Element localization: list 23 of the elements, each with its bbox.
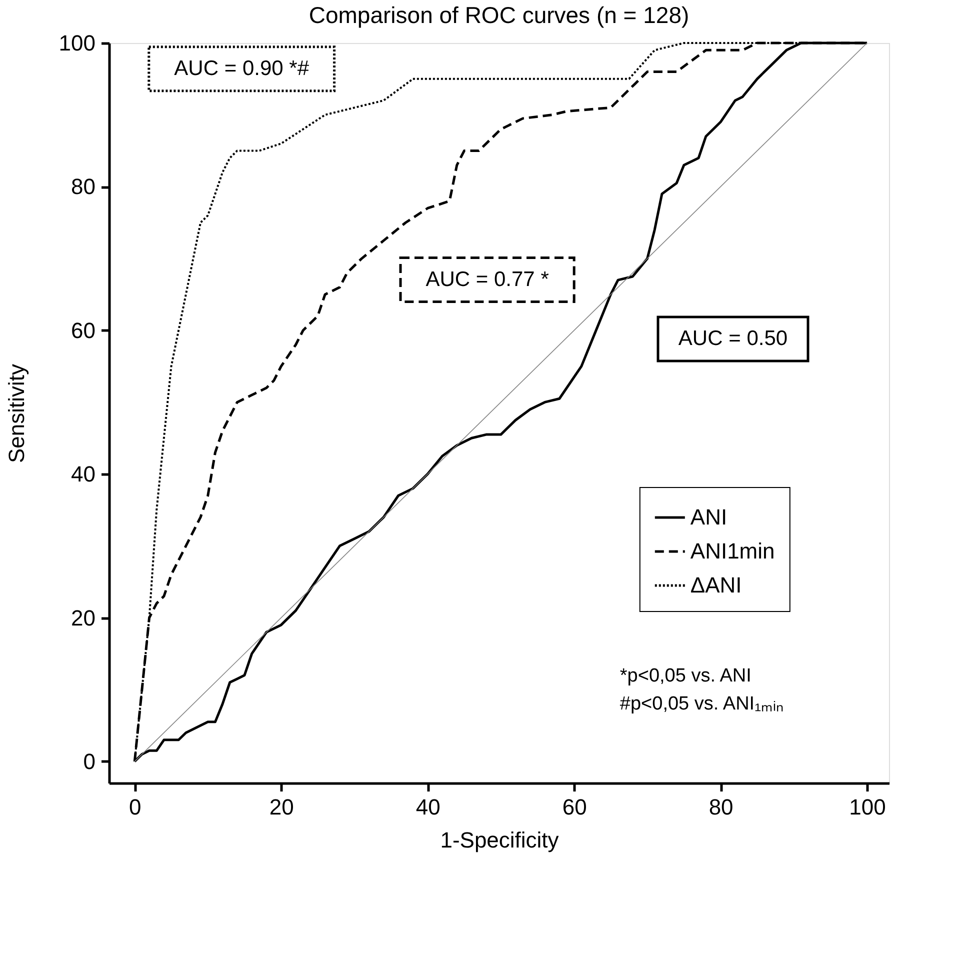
legend-label: ANI1min xyxy=(690,538,775,564)
x-tick-label: 40 xyxy=(416,794,440,820)
y-tick-label: 40 xyxy=(71,462,96,487)
x-tick-label: 0 xyxy=(129,794,142,820)
y-tick-label: 60 xyxy=(71,318,96,343)
y-tick-label: 80 xyxy=(71,174,96,200)
legend-label: ΔANI xyxy=(690,572,742,598)
x-tick-label: 60 xyxy=(562,794,587,820)
x-tick-label: 80 xyxy=(708,794,734,820)
chart-title: Comparison of ROC curves (n = 128) xyxy=(308,2,690,28)
y-axis-title: Sensitivity xyxy=(4,364,29,464)
legend-label: ANI xyxy=(690,504,728,530)
annotation: AUC = 0.90 *# xyxy=(174,56,310,80)
annotation: AUC = 0.50 xyxy=(678,327,788,350)
y-tick-label: 0 xyxy=(83,748,96,774)
annotation: #p<0,05 vs. ANI₁ₘᵢₙ xyxy=(620,694,784,715)
y-tick-label: 100 xyxy=(58,30,96,56)
x-tick-label: 20 xyxy=(269,794,294,820)
annotation: *p<0,05 vs. ANI xyxy=(620,666,752,687)
x-axis-title: 1-Specificity xyxy=(440,828,559,852)
x-tick-label: 100 xyxy=(849,794,886,820)
annotation: AUC = 0.77 * xyxy=(426,268,549,291)
y-tick-label: 20 xyxy=(71,605,96,630)
